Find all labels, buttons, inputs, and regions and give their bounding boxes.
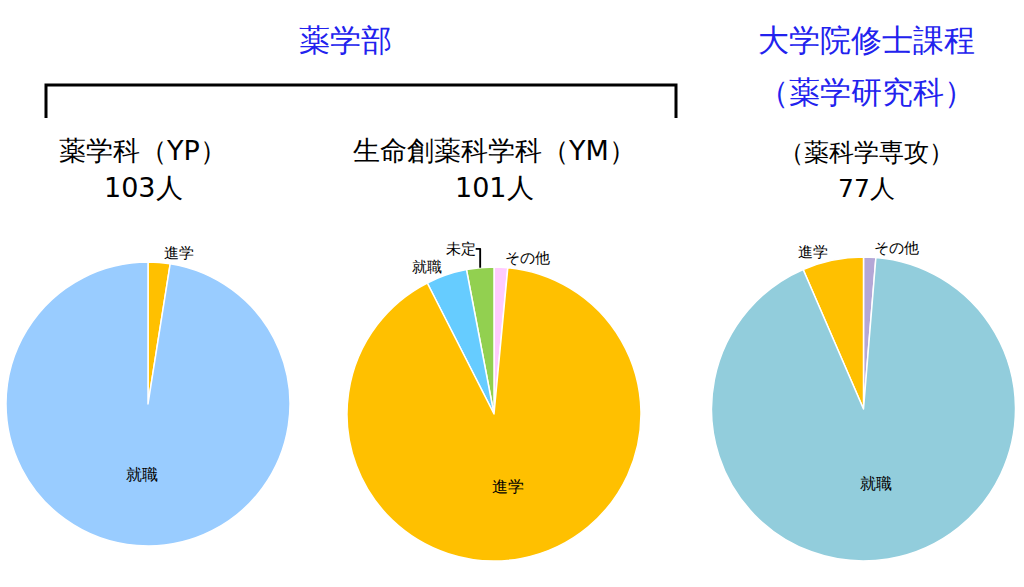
svg-text:77人: 77人 (838, 174, 895, 203)
svg-text:その他: その他 (874, 239, 919, 257)
svg-text:薬学部: 薬学部 (299, 22, 392, 58)
svg-text:（薬科学専攻）: （薬科学専攻） (779, 138, 954, 167)
svg-text:大学院修士課程: 大学院修士課程 (758, 22, 975, 58)
svg-text:薬学科（YP）: 薬学科（YP） (59, 135, 227, 166)
svg-text:103人: 103人 (104, 172, 183, 203)
svg-text:進学: 進学 (492, 477, 524, 496)
svg-text:進学: 進学 (164, 244, 194, 262)
svg-text:就職: 就職 (860, 474, 892, 493)
svg-text:その他: その他 (505, 249, 550, 267)
svg-text:生命創薬科学科（YM）: 生命創薬科学科（YM） (353, 135, 636, 166)
svg-text:進学: 進学 (798, 243, 828, 261)
svg-text:未定: 未定 (446, 240, 476, 258)
svg-text:就職: 就職 (126, 465, 158, 484)
svg-text:（薬学研究科）: （薬学研究科） (758, 74, 975, 110)
svg-text:101人: 101人 (455, 172, 534, 203)
svg-text:就職: 就職 (412, 258, 442, 276)
